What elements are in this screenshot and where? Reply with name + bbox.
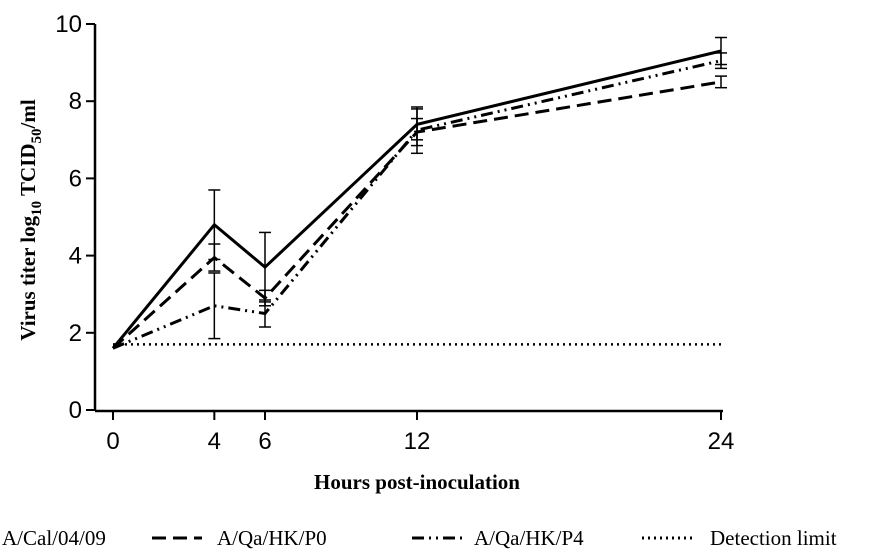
series-2 — [111, 75, 727, 350]
x-tick-labels: 0 4 6 12 24 — [106, 428, 734, 455]
y-tick-label: 0 — [69, 397, 82, 424]
axes — [86, 23, 723, 420]
x-tick-label: 24 — [708, 428, 735, 455]
series-line — [112, 59, 722, 350]
y-tick-label: 2 — [69, 320, 82, 347]
y-tick-labels: 0 2 4 6 8 10 — [55, 11, 82, 424]
x-tick-label: 6 — [258, 428, 271, 455]
legend-label: A/Qa/HK/P4 — [474, 526, 584, 550]
legend: A/Cal/04/09 A/Qa/HK/P0 A/Qa/HK/P4 Detection… — [2, 526, 837, 550]
plot-area — [111, 36, 727, 350]
x-tick-label: 0 — [106, 428, 119, 455]
y-tick-label: 8 — [69, 88, 82, 115]
legend-label: A/Cal/04/09 — [2, 526, 106, 550]
series-1 — [111, 36, 727, 350]
y-tick-label: 6 — [69, 165, 82, 192]
legend-label: Detection limit — [710, 526, 837, 550]
x-tick-label: 12 — [404, 428, 431, 455]
y-tick-label: 10 — [55, 11, 82, 38]
series-3 — [112, 52, 727, 350]
x-axis-label: Hours post-inoculation — [314, 470, 520, 494]
legend-label: A/Qa/HK/P0 — [217, 526, 327, 550]
y-axis-label: Virus titer log10 TCID50/ml — [16, 99, 45, 341]
y-tick-label: 4 — [69, 243, 82, 270]
x-tick-label: 4 — [208, 428, 221, 455]
